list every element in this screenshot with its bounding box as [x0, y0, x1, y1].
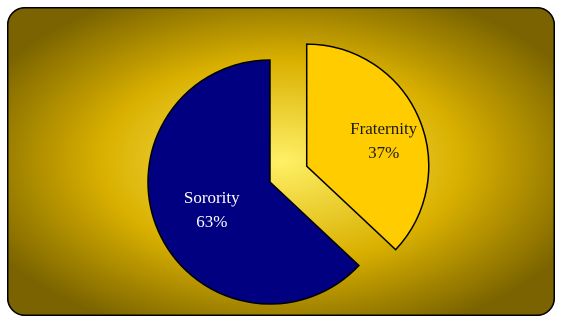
pie-slice-sorority — [147, 59, 360, 305]
chart-border — [7, 7, 555, 316]
slice-value-sorority: 63% — [196, 212, 227, 231]
slice-label-sorority: Sorority — [184, 188, 240, 207]
pie-slice-fraternity — [305, 43, 430, 251]
chart-background — [8, 8, 554, 315]
slice-value-fraternity: 37% — [368, 143, 399, 162]
slice-label-fraternity: Fraternity — [350, 119, 418, 138]
